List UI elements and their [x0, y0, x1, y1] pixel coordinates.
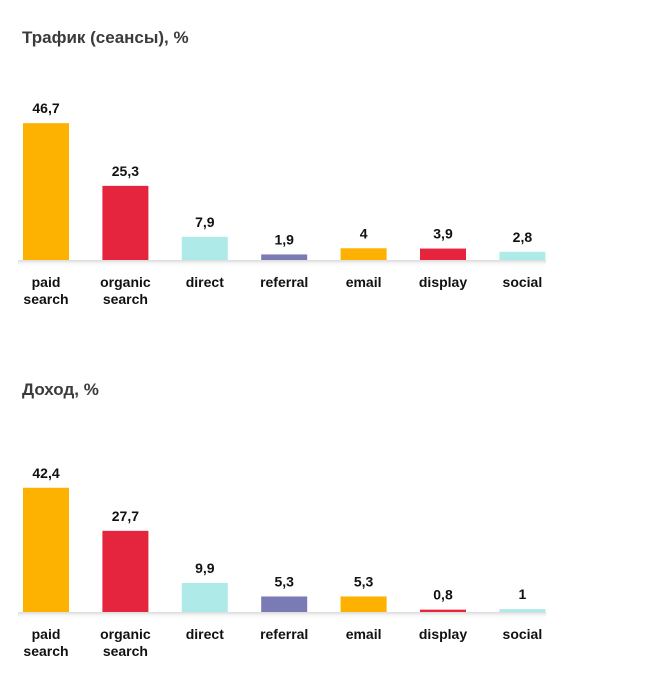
- category-label: display: [419, 626, 467, 642]
- category-label: search: [103, 291, 148, 307]
- chart-revenue: 42,4paidsearch27,7organicsearch9,9direct…: [18, 465, 546, 659]
- value-label: 9,9: [195, 560, 215, 576]
- bar-referral: [261, 596, 308, 612]
- baseline-shadow: [18, 260, 546, 267]
- bar-referral: [261, 254, 308, 260]
- chart-title-traffic: Трафик (сеансы), %: [22, 28, 189, 47]
- category-label: organic: [100, 274, 151, 290]
- category-label: email: [346, 626, 382, 642]
- value-label: 27,7: [112, 508, 139, 524]
- bar-social: [499, 251, 546, 260]
- value-label: 5,3: [274, 573, 294, 589]
- value-label: 1: [519, 586, 527, 602]
- baseline-shadow: [18, 612, 546, 619]
- category-label: direct: [186, 626, 224, 642]
- value-label: 46,7: [32, 100, 59, 116]
- category-label: direct: [186, 274, 224, 290]
- bar-organic-search: [102, 185, 149, 260]
- bar-social: [499, 609, 546, 612]
- value-label: 1,9: [274, 231, 294, 247]
- category-label: organic: [100, 626, 151, 642]
- value-label: 5,3: [354, 573, 374, 589]
- value-label: 42,4: [32, 465, 59, 481]
- category-label: display: [419, 274, 467, 290]
- bar-display: [420, 248, 466, 260]
- chart-traffic: 46,7paidsearch25,3organicsearch7,9direct…: [18, 100, 546, 307]
- category-label: search: [103, 643, 148, 659]
- category-label: referral: [260, 626, 308, 642]
- bar-email: [340, 596, 387, 612]
- category-label: social: [503, 274, 543, 290]
- bar-direct: [181, 236, 228, 260]
- value-label: 0,8: [433, 587, 453, 603]
- value-label: 4: [360, 225, 368, 241]
- bar-email: [340, 248, 387, 260]
- value-label: 3,9: [433, 226, 453, 242]
- value-label: 7,9: [195, 214, 215, 230]
- bar-direct: [181, 582, 228, 612]
- bar-paid-search: [23, 487, 69, 612]
- chart-title-revenue: Доход, %: [22, 380, 99, 399]
- bar-organic-search: [102, 530, 149, 612]
- value-label: 2,8: [513, 229, 533, 245]
- bar-display: [420, 609, 466, 612]
- category-label: social: [503, 626, 543, 642]
- category-label: referral: [260, 274, 308, 290]
- category-label: paid: [32, 626, 61, 642]
- category-label: search: [23, 643, 68, 659]
- bar-paid-search: [23, 123, 69, 260]
- category-label: search: [23, 291, 68, 307]
- category-label: email: [346, 274, 382, 290]
- category-label: paid: [32, 274, 61, 290]
- value-label: 25,3: [112, 163, 139, 179]
